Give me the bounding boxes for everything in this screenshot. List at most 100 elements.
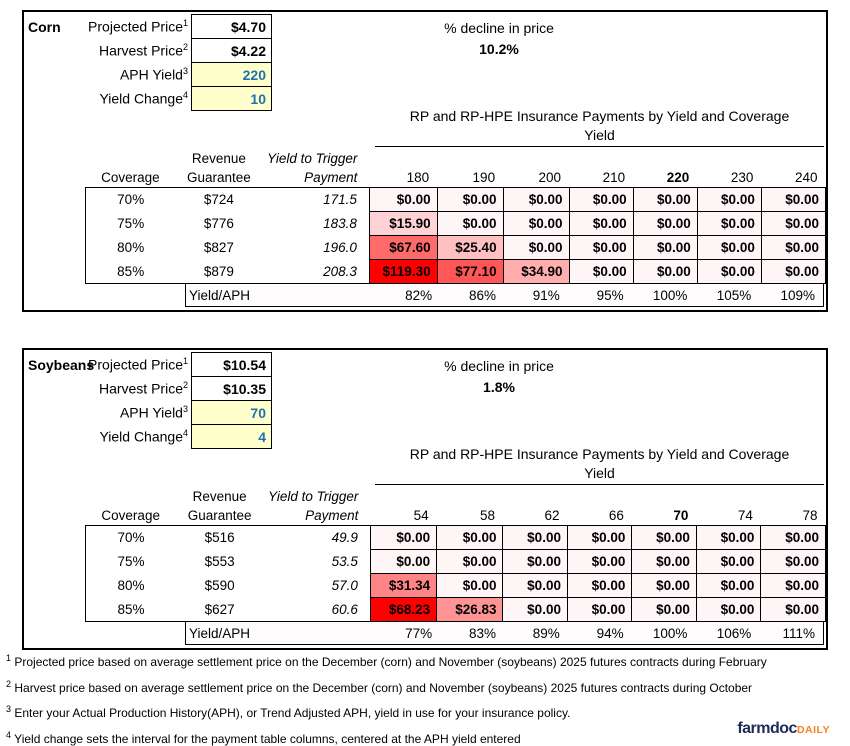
footnotes: 1 Projected price based on average settl… [6, 650, 767, 746]
yield-column-header: 54 [413, 508, 429, 523]
editable-input-cell[interactable]: 4 [191, 424, 272, 449]
yield-column-header: 58 [479, 508, 495, 523]
payment-cell: $0.00 [696, 235, 762, 260]
trigger-header-line1: Yield to Trigger [267, 151, 358, 166]
payment-cell: $26.83 [436, 597, 504, 622]
payments-table: Revenue Yield to Trigger Coverage Guarantee… [85, 149, 827, 284]
coverage-level-cell: 80% [85, 235, 176, 260]
yield-column-header: 180 [406, 170, 430, 185]
payment-cell: $0.00 [568, 211, 634, 236]
coverage-row: 80% $827 196.0 $67.60 $25.40 $0.00 $0.00 $0.00 $… [85, 235, 827, 260]
payment-cell: $0.00 [568, 235, 634, 260]
yield-column-header: 230 [730, 170, 754, 185]
yield-aph-percent-cell: 82% [405, 287, 433, 303]
yield-aph-label: Yield/APH [189, 625, 251, 641]
spacer-cell [437, 487, 503, 506]
spacer-cell [437, 149, 503, 168]
price-decline-block: % decline in price 1.8% [384, 358, 614, 395]
yield-axis-label: Yield [584, 465, 615, 481]
coverage-level-cell: 75% [85, 211, 176, 236]
spacer-cell [697, 149, 761, 168]
yield-aph-percent-cell: 100% [652, 287, 688, 303]
yield-aph-percent-cell: 111% [782, 625, 816, 641]
editable-input-cell[interactable]: 220 [191, 62, 272, 87]
spacer-cell [503, 149, 569, 168]
revenue-guarantee-cell: $516 [175, 525, 264, 550]
payment-cell: $0.00 [502, 187, 570, 212]
header-row-2: Coverage Guarantee Payment 54 58 62 66 70 74 78 [86, 506, 826, 526]
yield-to-trigger-cell: 196.0 [262, 235, 370, 260]
payment-cell: $0.00 [369, 525, 438, 550]
payment-cell: $0.00 [760, 259, 827, 284]
price-value-cell: $4.22 [191, 38, 272, 63]
coverage-level-cell: 85% [85, 259, 176, 284]
crop-input-row: Harvest Price2 $4.22 [24, 38, 272, 63]
payment-cell: $0.00 [696, 259, 762, 284]
spacer-cell [503, 487, 567, 506]
crop-input-row: Harvest Price2 $10.35 [24, 376, 272, 401]
payment-cell: $0.00 [760, 187, 827, 212]
editable-input-cell[interactable]: 10 [191, 86, 272, 111]
editable-input-cell[interactable]: 70 [191, 400, 272, 425]
logo-brand-text: farmdoc [737, 720, 797, 737]
payment-cell: $0.00 [632, 259, 698, 284]
yield-column-header: 220 [666, 170, 690, 185]
crop-name-label: Soybeans [28, 357, 95, 373]
yield-to-trigger-cell: 53.5 [263, 549, 371, 574]
input-label: Harvest Price2 [98, 380, 188, 397]
price-value-cell: $10.54 [191, 352, 272, 377]
yield-axis-label: Yield [584, 127, 615, 143]
crop-input-row: Projected Price1 $10.54 [24, 352, 272, 377]
header-row-2: Coverage Guarantee Payment 180 190 200 210 220 2… [86, 168, 826, 188]
crop-input-row: Yield Change4 10 [24, 86, 272, 111]
input-label: APH Yield3 [119, 404, 188, 421]
yield-to-trigger-cell: 208.3 [262, 259, 370, 284]
payment-cell: $15.90 [368, 211, 438, 236]
yield-column-header: 200 [538, 170, 562, 185]
crop-section: Soybeans Projected Price1 $10.54 Harvest P… [22, 348, 828, 650]
payment-cell: $25.40 [436, 235, 504, 260]
payment-cell: $0.00 [760, 525, 826, 550]
input-label: Harvest Price2 [98, 42, 188, 59]
price-decline-label: % decline in price [444, 358, 554, 374]
payments-table: Revenue Yield to Trigger Coverage Guarantee… [84, 487, 826, 622]
payment-cell: $0.00 [502, 549, 568, 574]
yield-column-header: 74 [737, 508, 753, 523]
payment-cell: $77.10 [436, 259, 504, 284]
spacer-cell [369, 149, 437, 168]
spacer-cell [567, 487, 631, 506]
yield-aph-percent-cell: 109% [780, 287, 816, 303]
crop-input-row: APH Yield3 70 [24, 400, 272, 425]
revenue-guarantee-cell: $627 [175, 597, 264, 622]
revenue-guarantee-cell: $590 [204, 578, 235, 593]
payment-cell: $0.00 [760, 211, 827, 236]
yield-aph-row: Yield/APH 77% 83% 89% 94% 100% 106% 111% [185, 621, 824, 645]
yield-aph-percent-cell: 94% [596, 625, 624, 641]
payment-cell: $0.00 [695, 549, 762, 574]
revenue-guarantee-cell: $879 [175, 259, 263, 284]
price-decline-label: % decline in price [444, 20, 554, 36]
coverage-row: 85% $879 208.3 $119.30 $77.10 $34.90 $0.00 $0.0… [85, 259, 827, 284]
yield-to-trigger-cell: 49.9 [263, 525, 371, 550]
price-decline-value: 10.2% [479, 41, 519, 57]
coverage-level-cell: 75% [84, 549, 176, 574]
spacer-cell [370, 487, 436, 506]
payment-cell: $0.00 [502, 573, 568, 598]
spacer-cell [761, 149, 825, 168]
yield-to-trigger-cell: 171.5 [262, 187, 370, 212]
yield-aph-percent-cell: 86% [468, 287, 496, 303]
revenue-header-line2: Guarantee [187, 508, 252, 523]
yield-aph-row: Yield/APH 82% 86% 91% 95% 100% 105% 109% [185, 283, 824, 307]
price-decline-block: % decline in price 10.2% [384, 20, 614, 57]
payment-cell: $0.00 [632, 235, 698, 260]
payment-cell: $0.00 [369, 549, 438, 574]
price-decline-value: 1.8% [483, 379, 515, 395]
crop-input-row: Projected Price1 $4.70 [24, 14, 272, 39]
payments-table-title: RP and RP-HPE Insurance Payments by Yiel… [409, 108, 790, 124]
payment-cell: $0.00 [436, 187, 504, 212]
spacer-cell [633, 149, 697, 168]
revenue-guarantee-cell: $827 [203, 240, 234, 255]
revenue-guarantee-cell: $724 [175, 187, 263, 212]
spacer-cell [696, 487, 760, 506]
coverage-row: 75% $553 53.5 $0.00 $0.00 $0.00 $0.00 $0.00 $0.0… [84, 549, 826, 574]
